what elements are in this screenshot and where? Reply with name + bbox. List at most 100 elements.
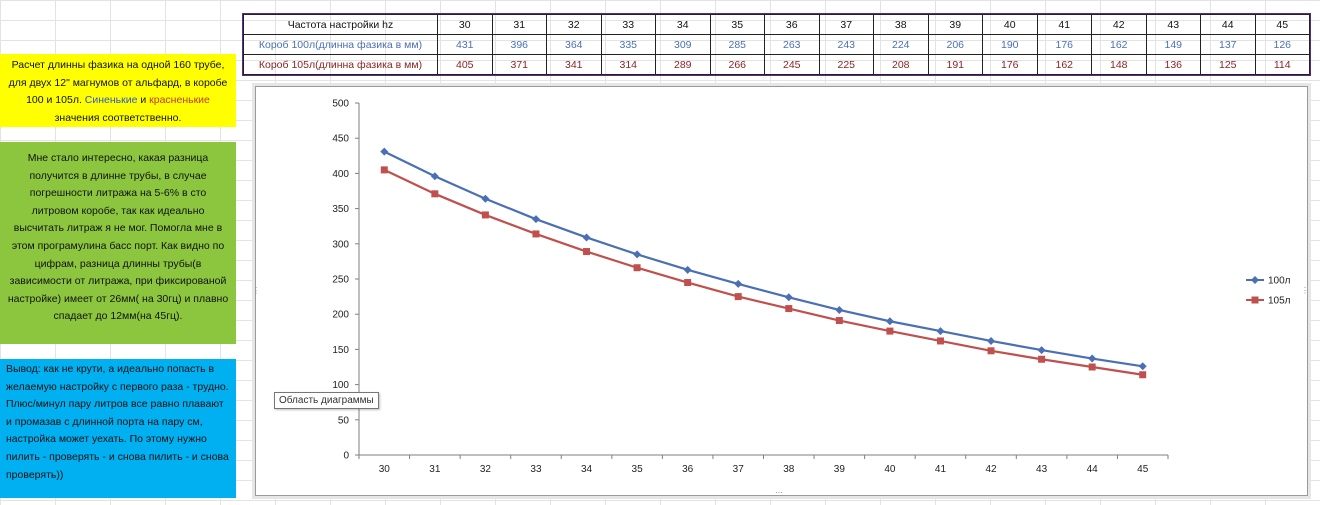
table-cell[interactable]: 137 [1200, 34, 1256, 55]
y-tick-label: 400 [332, 169, 349, 180]
y-tick-label: 250 [332, 275, 349, 286]
x-tick-label: 45 [1137, 464, 1149, 475]
table-cell[interactable]: 34 [655, 14, 711, 35]
x-tick-label: 33 [530, 464, 542, 475]
freq-header-cell[interactable]: Частота настройки hz [243, 14, 438, 35]
data-point [1088, 354, 1097, 363]
table-cell[interactable]: 176 [982, 54, 1038, 75]
table-cell[interactable]: 431 [437, 34, 493, 55]
x-tick-label: 32 [480, 464, 492, 475]
table-cell[interactable]: 44 [1200, 14, 1256, 35]
table-cell[interactable]: 32 [546, 14, 602, 35]
table-cell[interactable]: 263 [764, 34, 820, 55]
table-cell[interactable]: 364 [546, 34, 602, 55]
table-cell[interactable]: 38 [873, 14, 929, 35]
table-cell[interactable]: 405 [437, 54, 493, 75]
table-cell[interactable]: 33 [600, 14, 656, 35]
y-tick-label: 50 [338, 415, 350, 426]
legend-label: 100л [1268, 276, 1291, 287]
data-point [835, 317, 843, 325]
frequency-table: Частота настройки hz 30 31 32 33 34 35 36 37 38 3… [242, 13, 1311, 76]
table-cell[interactable]: 37 [818, 14, 874, 35]
table-cell[interactable]: 191 [927, 54, 983, 75]
x-tick-label: 43 [1036, 464, 1048, 475]
x-tick-label: 30 [379, 464, 391, 475]
data-point [885, 317, 894, 326]
table-cell[interactable]: 31 [491, 14, 547, 35]
data-point [380, 166, 388, 174]
data-point [784, 293, 793, 302]
y-tick-label: 500 [332, 99, 349, 110]
y-tick-label: 450 [332, 134, 349, 145]
x-tick-label: 44 [1087, 464, 1099, 475]
table-cell[interactable]: 396 [491, 34, 547, 55]
data-point [380, 147, 389, 156]
table-cell[interactable]: 125 [1200, 54, 1256, 75]
table-cell[interactable]: 162 [1091, 34, 1147, 55]
table-cell[interactable]: 285 [709, 34, 765, 55]
row105-header-cell[interactable]: Короб 105л(длинна фазика в мм) [243, 54, 438, 75]
table-cell[interactable]: 42 [1091, 14, 1147, 35]
table-cell[interactable]: 149 [1145, 34, 1201, 55]
table-row: Короб 105л(длинна фазика в мм) 405 371 341… [243, 54, 1310, 75]
table-cell[interactable]: 176 [1036, 34, 1092, 55]
table-cell[interactable]: 148 [1091, 54, 1147, 75]
data-point [430, 172, 439, 181]
table-cell[interactable]: 225 [818, 54, 874, 75]
data-point [785, 305, 793, 313]
data-point [987, 347, 995, 355]
table-cell[interactable]: 41 [1036, 14, 1092, 35]
data-point [531, 215, 540, 224]
table-cell[interactable]: 289 [655, 54, 711, 75]
data-point [936, 337, 944, 345]
table-cell[interactable]: 335 [600, 34, 656, 55]
x-tick-label: 42 [985, 464, 997, 475]
table-cell[interactable]: 39 [927, 14, 983, 35]
table-cell[interactable]: 162 [1036, 54, 1092, 75]
table-cell[interactable]: 35 [709, 14, 765, 35]
series-line-1 [383, 168, 1143, 376]
data-point [582, 233, 591, 242]
table-cell[interactable]: 136 [1145, 54, 1201, 75]
y-tick-label: 350 [332, 204, 349, 215]
table-cell[interactable]: 243 [818, 34, 874, 55]
data-point [1138, 362, 1147, 371]
table-cell[interactable]: 208 [873, 54, 929, 75]
row100-header-cell[interactable]: Короб 100л(длинна фазика в мм) [243, 34, 438, 55]
table-cell[interactable]: 245 [764, 54, 820, 75]
table-cell[interactable]: 30 [437, 14, 493, 35]
table-cell[interactable]: 206 [927, 34, 983, 55]
table-cell[interactable]: 126 [1254, 34, 1310, 55]
x-tick-label: 38 [783, 464, 795, 475]
table-cell[interactable]: 314 [600, 54, 656, 75]
data-point [481, 211, 489, 219]
resize-handle-bottom[interactable]: ⋯ [775, 488, 783, 497]
data-point [583, 248, 591, 256]
data-point [633, 264, 641, 272]
resize-handle-right[interactable]: ⋮ [1301, 286, 1309, 295]
note-blue-word: Синенькие [84, 94, 138, 107]
table-cell[interactable]: 40 [982, 14, 1038, 35]
x-tick-label: 39 [834, 464, 846, 475]
table-cell[interactable]: 266 [709, 54, 765, 75]
table-cell[interactable]: 309 [655, 34, 711, 55]
table-cell[interactable]: 190 [982, 34, 1038, 55]
table-cell[interactable]: 43 [1145, 14, 1201, 35]
chart-area[interactable]: 0 50 100 150 200 250 300 350 400 450 500 30 31 32 33 34… [252, 82, 1309, 497]
table-cell[interactable]: 114 [1254, 54, 1310, 75]
y-tick-label: 200 [332, 310, 349, 321]
table-cell[interactable]: 36 [764, 14, 820, 35]
table-cell[interactable]: 341 [546, 54, 602, 75]
legend-label: 105л [1268, 296, 1291, 307]
table-cell[interactable]: 371 [491, 54, 547, 75]
resize-handle-top[interactable]: ⋯ [775, 82, 783, 91]
series-line-0 [383, 150, 1143, 368]
note-yellow-text: Расчет длинны фазика на одной 160 трубе,… [8, 59, 228, 107]
table-cell[interactable]: 224 [873, 34, 929, 55]
data-point [734, 293, 742, 301]
resize-handle-left[interactable]: ⋮ [252, 286, 260, 295]
x-tick-label: 41 [935, 464, 947, 475]
data-point [1038, 355, 1046, 363]
table-cell[interactable]: 45 [1254, 14, 1310, 35]
y-tick-label: 0 [343, 451, 349, 462]
